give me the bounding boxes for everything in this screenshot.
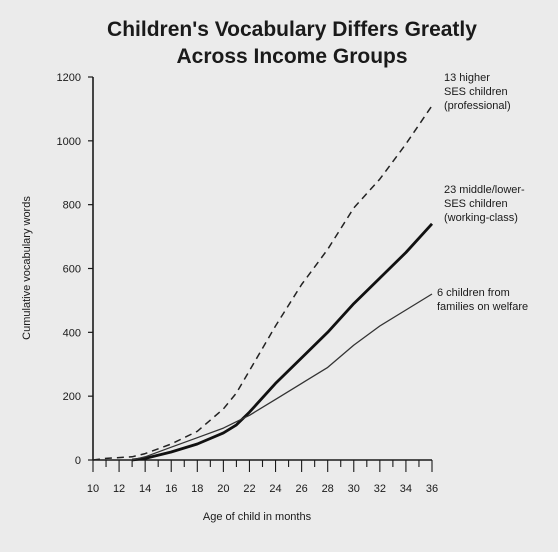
y-tick-label: 800	[63, 200, 81, 212]
y-tick-label: 400	[63, 327, 81, 339]
x-tick-label: 16	[165, 483, 177, 495]
x-tick-label: 32	[374, 483, 386, 495]
y-tick-label: 1200	[57, 72, 81, 84]
x-tick-label: 34	[400, 483, 412, 495]
series-label-2-line-1: families on welfare	[437, 301, 528, 313]
x-tick-label: 20	[217, 483, 229, 495]
x-tick-label: 26	[295, 483, 307, 495]
series-label-0-line-0: 13 higher	[444, 72, 490, 84]
series-labels: 13 higher SES children (professional) 23 mi…	[437, 72, 528, 313]
y-axis-label: Cumulative vocabulary words	[21, 196, 33, 340]
series-label-0-line-1: SES children	[444, 86, 508, 98]
series-line-welfare	[131, 293, 433, 461]
x-tick-label: 24	[269, 483, 281, 495]
x-tick-label: 18	[191, 483, 203, 495]
y-tick-label: 600	[63, 264, 81, 276]
chart-title-line-1: Children's Vocabulary Differs Greatly	[107, 18, 477, 41]
x-tick-label: 28	[322, 483, 334, 495]
series-line-middle-lower-ses	[131, 222, 434, 462]
series-label-1-line-2: (working-class)	[444, 212, 518, 224]
series-label-0-line-2: (professional)	[444, 100, 511, 112]
x-tick-label: 36	[426, 483, 438, 495]
series-layer	[92, 105, 434, 462]
x-tick-label: 12	[113, 483, 125, 495]
series-label-2-line-0: 6 children from	[437, 287, 510, 299]
series-label-1-line-1: SES children	[444, 198, 508, 210]
x-tick-label: 14	[139, 483, 151, 495]
x-axis-label: Age of child in months	[203, 511, 312, 523]
series-label-1-line-0: 23 middle/lower-	[444, 184, 525, 196]
y-tick-label: 1000	[57, 136, 81, 148]
y-tick-label: 0	[75, 455, 81, 467]
axes: 0 200 400 600 800 1000 1200 10 12 14 16 18 20 22 24 26 2…	[57, 72, 439, 495]
x-tick-label: 10	[87, 483, 99, 495]
y-tick-label: 200	[63, 391, 81, 403]
x-tick-label: 22	[243, 483, 255, 495]
x-tick-label: 30	[348, 483, 360, 495]
chart-title-line-2: Across Income Groups	[176, 45, 407, 68]
